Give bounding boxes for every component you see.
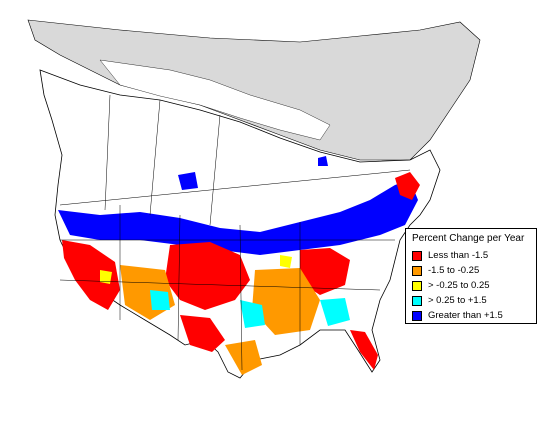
legend-swatch — [412, 280, 422, 291]
region-slight-increase-b — [320, 298, 350, 326]
region-slight-decrease-gulf — [225, 340, 262, 375]
region-stable-a — [100, 270, 112, 284]
region-stable-b — [280, 255, 292, 268]
legend-label: > 0.25 to +1.5 — [428, 295, 487, 306]
region-decrease-northeast — [395, 172, 420, 200]
region-decrease-east — [300, 248, 350, 295]
legend-label: > -0.25 to 0.25 — [428, 280, 490, 291]
region-slight-increase-a — [240, 300, 265, 328]
region-slight-decrease-southeast — [252, 268, 320, 335]
legend-swatch — [412, 250, 422, 261]
region-decrease-central — [165, 242, 250, 310]
region-decrease-west — [62, 240, 120, 310]
legend-item: > 0.25 to +1.5 — [412, 293, 530, 308]
region-decrease-florida — [350, 330, 378, 370]
legend-label: Greater than +1.5 — [428, 310, 503, 321]
legend-label: Less than -1.5 — [428, 250, 489, 261]
legend-swatch — [412, 295, 422, 306]
region-increase-north — [58, 180, 418, 255]
no-data-area — [99, 59, 331, 141]
legend-item: -1.5 to -0.25 — [412, 263, 530, 278]
legend-item: Less than -1.5 — [412, 248, 530, 263]
legend-item: > -0.25 to 0.25 — [412, 278, 530, 293]
region-decrease-texas — [180, 315, 225, 352]
legend-swatch — [412, 310, 422, 321]
region-increase-spot-a — [178, 172, 198, 190]
region-increase-spot-b — [318, 156, 328, 166]
legend-item: Greater than +1.5 — [412, 308, 530, 323]
legend-label: -1.5 to -0.25 — [428, 265, 480, 276]
boundary-lines — [59, 94, 411, 371]
legend-title: Percent Change per Year — [412, 233, 525, 244]
legend: Percent Change per Year Less than -1.5 -1… — [405, 228, 537, 324]
region-slight-increase-c — [150, 290, 170, 310]
legend-swatch — [412, 265, 422, 276]
